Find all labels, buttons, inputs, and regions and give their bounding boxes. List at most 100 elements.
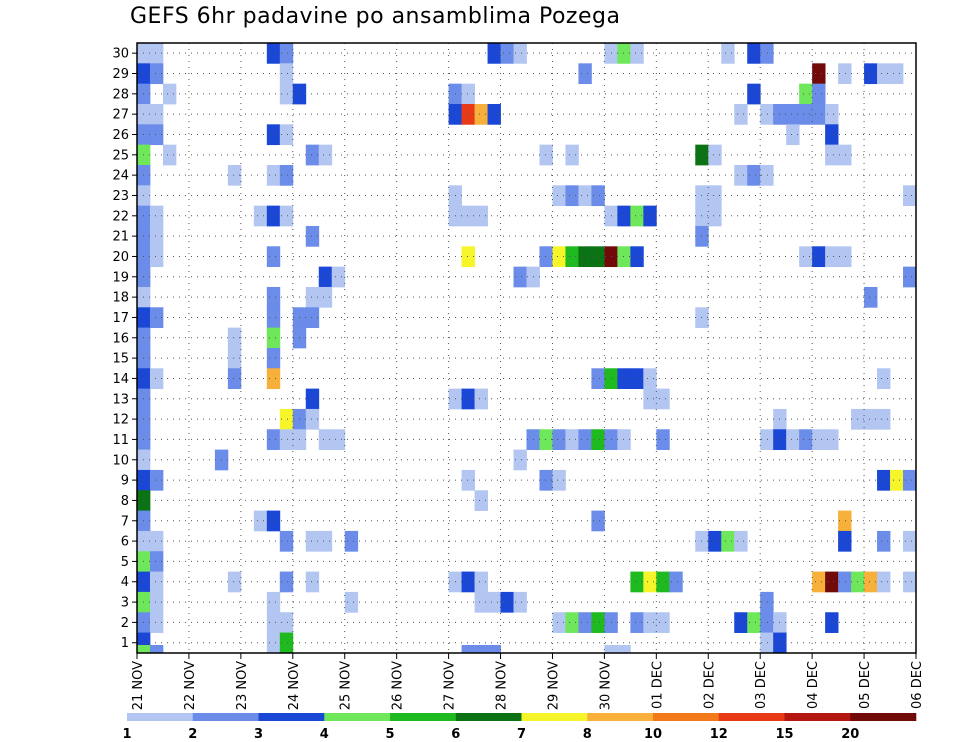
heat-cell — [266, 429, 281, 450]
heat-cell — [760, 632, 774, 654]
heat-cell — [747, 83, 761, 105]
heat-cell — [630, 205, 644, 227]
heat-cell — [253, 205, 268, 227]
heat-cell — [227, 347, 242, 369]
plot-frame — [136, 42, 917, 654]
heat-cell — [552, 612, 566, 633]
heat-cell — [669, 571, 683, 593]
heat-cell — [617, 246, 631, 268]
heat-cell — [747, 164, 761, 186]
heat-cell — [513, 43, 527, 64]
y-tick-label: 21 — [112, 230, 129, 245]
colorbar-label: 1 — [122, 727, 131, 742]
heat-cell — [825, 124, 839, 146]
heat-cell — [578, 612, 592, 633]
heat-cell — [760, 429, 774, 450]
heat-cell — [552, 469, 566, 491]
y-tick-label: 3 — [121, 596, 129, 611]
heat-cell — [149, 645, 164, 654]
heat-cell — [305, 307, 320, 329]
heat-cell — [656, 388, 670, 410]
heat-cell — [812, 103, 826, 125]
heat-cell — [487, 645, 501, 654]
heat-cell — [578, 429, 592, 450]
heat-cell — [318, 286, 333, 308]
heat-cell — [279, 429, 294, 450]
heat-cell — [591, 368, 605, 390]
heat-cell — [266, 347, 281, 369]
y-tick-label: 23 — [112, 189, 129, 204]
heat-cell — [864, 63, 878, 85]
heat-cell — [305, 408, 320, 430]
heat-cell — [825, 246, 839, 268]
heat-cell — [877, 408, 891, 430]
y-tick-label: 27 — [112, 108, 129, 123]
heat-cell — [539, 429, 553, 450]
heat-cell — [838, 144, 852, 166]
x-tick-label: 06 DEC — [910, 661, 925, 709]
heat-cell — [461, 205, 475, 227]
y-tick-label: 13 — [112, 392, 129, 407]
heat-cell — [903, 530, 917, 552]
x-tick-label: 01 DEC — [650, 661, 665, 709]
heat-cell — [266, 164, 281, 186]
heat-cell — [500, 43, 514, 64]
heat-cell — [799, 103, 813, 125]
heat-cell — [877, 469, 891, 491]
heat-cell — [539, 246, 553, 268]
heat-cell — [565, 185, 579, 207]
colorbar-segment — [784, 713, 851, 721]
heat-cell — [708, 530, 722, 552]
heat-cell — [617, 429, 631, 450]
heat-cell — [279, 408, 294, 430]
heat-cell — [760, 612, 774, 633]
colorbar-segment — [390, 713, 457, 721]
y-tick-label: 14 — [112, 372, 129, 387]
heat-cell — [578, 246, 592, 268]
heat-cell — [812, 246, 826, 268]
heat-cell — [461, 645, 475, 654]
y-tick-label: 5 — [121, 555, 129, 570]
y-tick-label: 26 — [112, 128, 129, 143]
heat-cell — [604, 645, 618, 654]
heat-cell — [799, 83, 813, 105]
heat-cell — [903, 469, 917, 491]
heat-cell — [266, 246, 281, 268]
heat-cell — [630, 612, 644, 633]
y-tick-label: 28 — [112, 87, 129, 102]
heat-cell — [812, 429, 826, 450]
heat-cell — [721, 530, 735, 552]
colorbar-segment — [455, 713, 522, 721]
heat-cell — [643, 368, 657, 390]
heat-cell — [539, 469, 553, 491]
heat-cell — [149, 124, 164, 146]
colorbar-label: 10 — [644, 727, 662, 742]
x-tick-label: 28 NOV — [495, 661, 510, 710]
heat-cell — [838, 246, 852, 268]
heat-cell — [825, 103, 839, 125]
y-tick-label: 22 — [112, 209, 129, 224]
heat-cell — [318, 530, 333, 552]
y-tick-label: 2 — [121, 616, 129, 631]
colorbar-segment — [587, 713, 654, 721]
heat-cell — [279, 205, 294, 227]
heat-cell — [786, 124, 800, 146]
heat-cell — [266, 307, 281, 329]
heat-cell — [877, 571, 891, 593]
heat-cell — [591, 185, 605, 207]
y-tick-label: 12 — [112, 413, 129, 428]
heat-cell — [877, 63, 891, 85]
heat-cell — [253, 510, 268, 532]
heat-cell — [825, 571, 839, 593]
heat-cell — [461, 83, 475, 105]
y-tick-label: 30 — [112, 47, 129, 62]
heat-cell — [734, 530, 748, 552]
heat-cell — [838, 530, 852, 552]
heat-cell — [266, 612, 281, 633]
heat-cell — [227, 368, 242, 390]
heat-cell — [786, 103, 800, 125]
heat-cell — [708, 185, 722, 207]
heat-cell — [266, 124, 281, 146]
heat-cell — [344, 530, 359, 552]
heat-cell — [799, 246, 813, 268]
